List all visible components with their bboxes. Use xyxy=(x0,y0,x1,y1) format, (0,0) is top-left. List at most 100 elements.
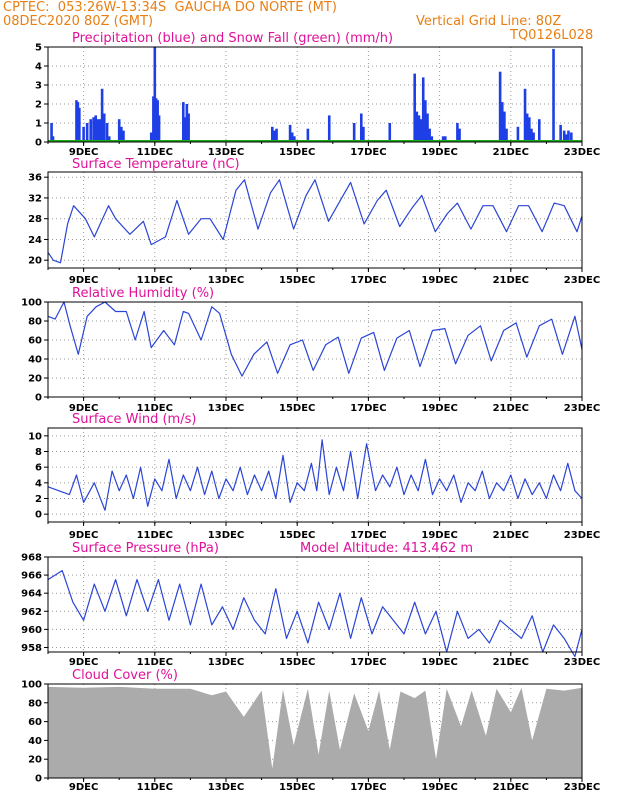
precip-bar xyxy=(154,98,158,142)
precip-bar xyxy=(76,102,80,142)
cloud-panel: 0 20 40 60 80 100 9DEC 11DEC 13DEC 15DEC 17DEC 19DE… xyxy=(21,668,600,793)
pressure-xtick-label: 17DEC xyxy=(350,657,386,668)
humidity-xtick-label: 13DEC xyxy=(208,403,244,414)
temperature-xtick-label: 19DEC xyxy=(421,275,457,286)
humidity-frame xyxy=(47,301,583,398)
precip-bar xyxy=(293,136,296,142)
pressure-xtick-label: 13DEC xyxy=(208,657,244,668)
cloud-ytick-label: 40 xyxy=(28,736,42,747)
precip-bar xyxy=(270,126,274,142)
wind-ytick-label: 4 xyxy=(35,478,42,489)
precip-ytick-label: 2 xyxy=(35,100,42,111)
precip-bar xyxy=(306,128,310,142)
pressure-xtick-label: 23DEC xyxy=(564,657,600,668)
wind-ytick-label: 0 xyxy=(35,510,42,521)
precip-xtick-label: 13DEC xyxy=(208,147,244,158)
precip-bar xyxy=(441,136,445,142)
precip-bar xyxy=(417,115,421,142)
wind-ytick-label: 10 xyxy=(28,431,42,442)
precip-xtick-label: 15DEC xyxy=(279,147,315,158)
cloud-ytick-label: 20 xyxy=(28,755,42,766)
wind-xtick-label: 11DEC xyxy=(137,530,173,541)
precip-ytick-label: 1 xyxy=(35,119,42,130)
temperature-title: Surface Temperature (nC) xyxy=(72,157,240,172)
wind-xtick-label: 17DEC xyxy=(350,530,386,541)
precip-frame xyxy=(47,46,583,143)
cloud-xtick-label: 19DEC xyxy=(421,782,457,793)
precip-bar xyxy=(85,123,89,142)
precip-bar xyxy=(290,132,294,142)
temperature-ytick-label: 24 xyxy=(28,235,42,246)
pressure-ytick-label: 966 xyxy=(21,571,42,582)
precip-xtick-label: 17DEC xyxy=(350,147,386,158)
precip-xtick-label: 11DEC xyxy=(137,147,173,158)
pressure-line xyxy=(47,569,583,658)
temperature-panel: 20 24 28 32 36 9DEC 11DEC 13DEC 15DEC 17DEC 19DEC 2… xyxy=(28,157,600,286)
header-model-code: TQ0126L028 xyxy=(510,28,594,43)
precip-ytick-label: 4 xyxy=(35,62,42,73)
wind-panel: 0 2 4 6 8 10 9DEC 11DEC 13DEC 15DEC 17DEC 19DEC 21DE… xyxy=(28,412,600,541)
temperature-ytick-label: 20 xyxy=(28,256,42,267)
wind-frame xyxy=(47,427,583,523)
precip-bar xyxy=(105,123,109,142)
precip-bar xyxy=(426,113,429,142)
cloud-xtick-label: 21DEC xyxy=(493,782,529,793)
wind-xtick-label: 15DEC xyxy=(279,530,315,541)
cloud-title: Cloud Cover (%) xyxy=(72,668,178,683)
humidity-ytick-label: 80 xyxy=(28,317,42,328)
header-run-date: 08DEC2020 80Z (GMT) xyxy=(3,14,154,29)
cloud-ytick-label: 0 xyxy=(35,774,42,785)
wind-ytick-label: 6 xyxy=(35,463,42,474)
pressure-xtick-label: 15DEC xyxy=(279,657,315,668)
cloud-cover-area xyxy=(48,686,582,778)
precip-xtick-label: 19DEC xyxy=(421,147,457,158)
precip-bar xyxy=(552,48,555,142)
precip-bar xyxy=(505,128,508,142)
temperature-xtick-label: 21DEC xyxy=(493,275,529,286)
precip-bar xyxy=(327,115,331,142)
precip-bar xyxy=(352,123,356,142)
precip-bar xyxy=(562,130,566,142)
cloud-ytick-label: 80 xyxy=(28,698,42,709)
pressure-frame xyxy=(47,556,583,653)
temperature-xtick-label: 9DEC xyxy=(69,275,98,286)
humidity-xtick-label: 15DEC xyxy=(279,403,315,414)
precip-bar xyxy=(117,119,121,142)
precip-bar xyxy=(523,88,527,142)
header-line1: CPTEC: 053:26W-13:34S GAUCHA DO NORTE (M… xyxy=(3,0,337,15)
humidity-xtick-label: 17DEC xyxy=(350,403,386,414)
precip-bar xyxy=(388,123,392,142)
cloud-xtick-label: 15DEC xyxy=(279,782,315,793)
pressure-xtick-label: 9DEC xyxy=(69,657,98,668)
precip-bar xyxy=(153,47,157,142)
precip-bar xyxy=(570,132,573,142)
precip-bar xyxy=(288,124,292,142)
precip-bar xyxy=(498,71,502,142)
wind-xtick-label: 21DEC xyxy=(493,530,529,541)
precip-bar xyxy=(559,124,562,142)
precip-bar xyxy=(51,136,55,142)
precip-bar xyxy=(567,130,570,142)
cloud-xtick-label: 17DEC xyxy=(350,782,386,793)
precip-bar xyxy=(78,107,81,142)
precip-bar xyxy=(100,88,104,142)
precip-bar xyxy=(183,117,187,142)
precip-bar xyxy=(120,126,123,142)
humidity-ytick-label: 40 xyxy=(28,355,42,366)
precip-bar xyxy=(98,119,102,142)
humidity-ytick-label: 20 xyxy=(28,374,42,385)
humidity-xtick-label: 23DEC xyxy=(564,403,600,414)
temperature-xtick-label: 11DEC xyxy=(137,275,173,286)
temperature-ytick-label: 36 xyxy=(28,173,42,184)
humidity-line xyxy=(47,301,583,377)
precip-bar xyxy=(458,128,461,142)
precip-bar xyxy=(82,126,85,142)
temperature-xtick-label: 23DEC xyxy=(564,275,600,286)
humidity-title: Relative Humidity (%) xyxy=(72,286,214,301)
precip-bar xyxy=(157,115,161,142)
precip-bar xyxy=(94,115,98,142)
humidity-xtick-label: 19DEC xyxy=(421,403,457,414)
wind-ytick-label: 8 xyxy=(35,447,42,458)
precip-bar xyxy=(122,130,125,142)
